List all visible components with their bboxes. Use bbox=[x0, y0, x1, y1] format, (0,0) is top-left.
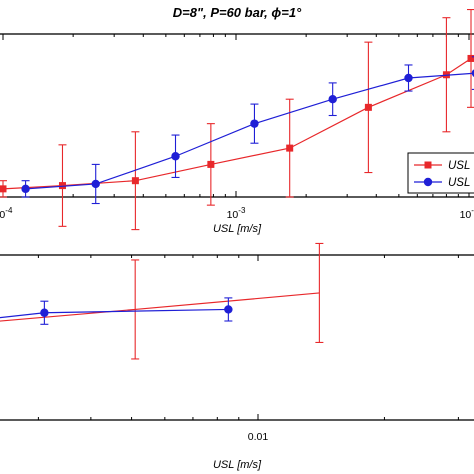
series-line bbox=[25, 72, 474, 190]
series-blue bbox=[0, 297, 233, 325]
legend-label: USL bbox=[448, 160, 470, 172]
x-axis-label: USL [m/s] bbox=[213, 223, 262, 235]
data-point bbox=[286, 144, 294, 152]
legend-marker bbox=[424, 161, 432, 169]
series-blue bbox=[21, 56, 474, 205]
legend-label: USL bbox=[448, 177, 470, 189]
x-tick-label: 10-4 bbox=[0, 206, 13, 221]
x-tick-label: 10-3 bbox=[227, 206, 246, 221]
data-point bbox=[171, 152, 180, 161]
data-point bbox=[467, 54, 474, 62]
data-point bbox=[207, 160, 215, 168]
legend: USL USL bbox=[407, 152, 474, 194]
series-line bbox=[0, 308, 229, 319]
bottom-chart-panel: 0.01 USL [m/s] bbox=[0, 242, 474, 471]
plot-area bbox=[0, 254, 474, 421]
data-point bbox=[224, 305, 233, 314]
figure-title: D=8", P=60 bar, ϕ=1° bbox=[173, 5, 302, 20]
data-point bbox=[250, 119, 259, 128]
top-chart-panel: 10-4 10-3 10-2 USL [m/s] USL USL bbox=[0, 9, 474, 235]
data-point bbox=[40, 308, 49, 317]
x-tick-label: 10-2 bbox=[460, 206, 474, 221]
data-point bbox=[0, 185, 7, 193]
data-point bbox=[404, 73, 413, 83]
series-line bbox=[0, 292, 320, 322]
x-axis-label: USL [m/s] bbox=[213, 459, 262, 471]
legend-marker bbox=[423, 177, 433, 187]
plot-area bbox=[0, 33, 474, 198]
data-point bbox=[58, 182, 66, 190]
data-point bbox=[91, 179, 100, 189]
series-red bbox=[0, 9, 474, 231]
data-point bbox=[364, 103, 372, 111]
data-point bbox=[471, 69, 474, 77]
series-line bbox=[2, 57, 472, 190]
data-point bbox=[21, 184, 30, 194]
data-point bbox=[328, 95, 337, 104]
data-point bbox=[131, 177, 139, 185]
series-red bbox=[0, 242, 324, 360]
x-tick-label: 0.01 bbox=[248, 431, 269, 443]
legend-box bbox=[407, 152, 474, 194]
